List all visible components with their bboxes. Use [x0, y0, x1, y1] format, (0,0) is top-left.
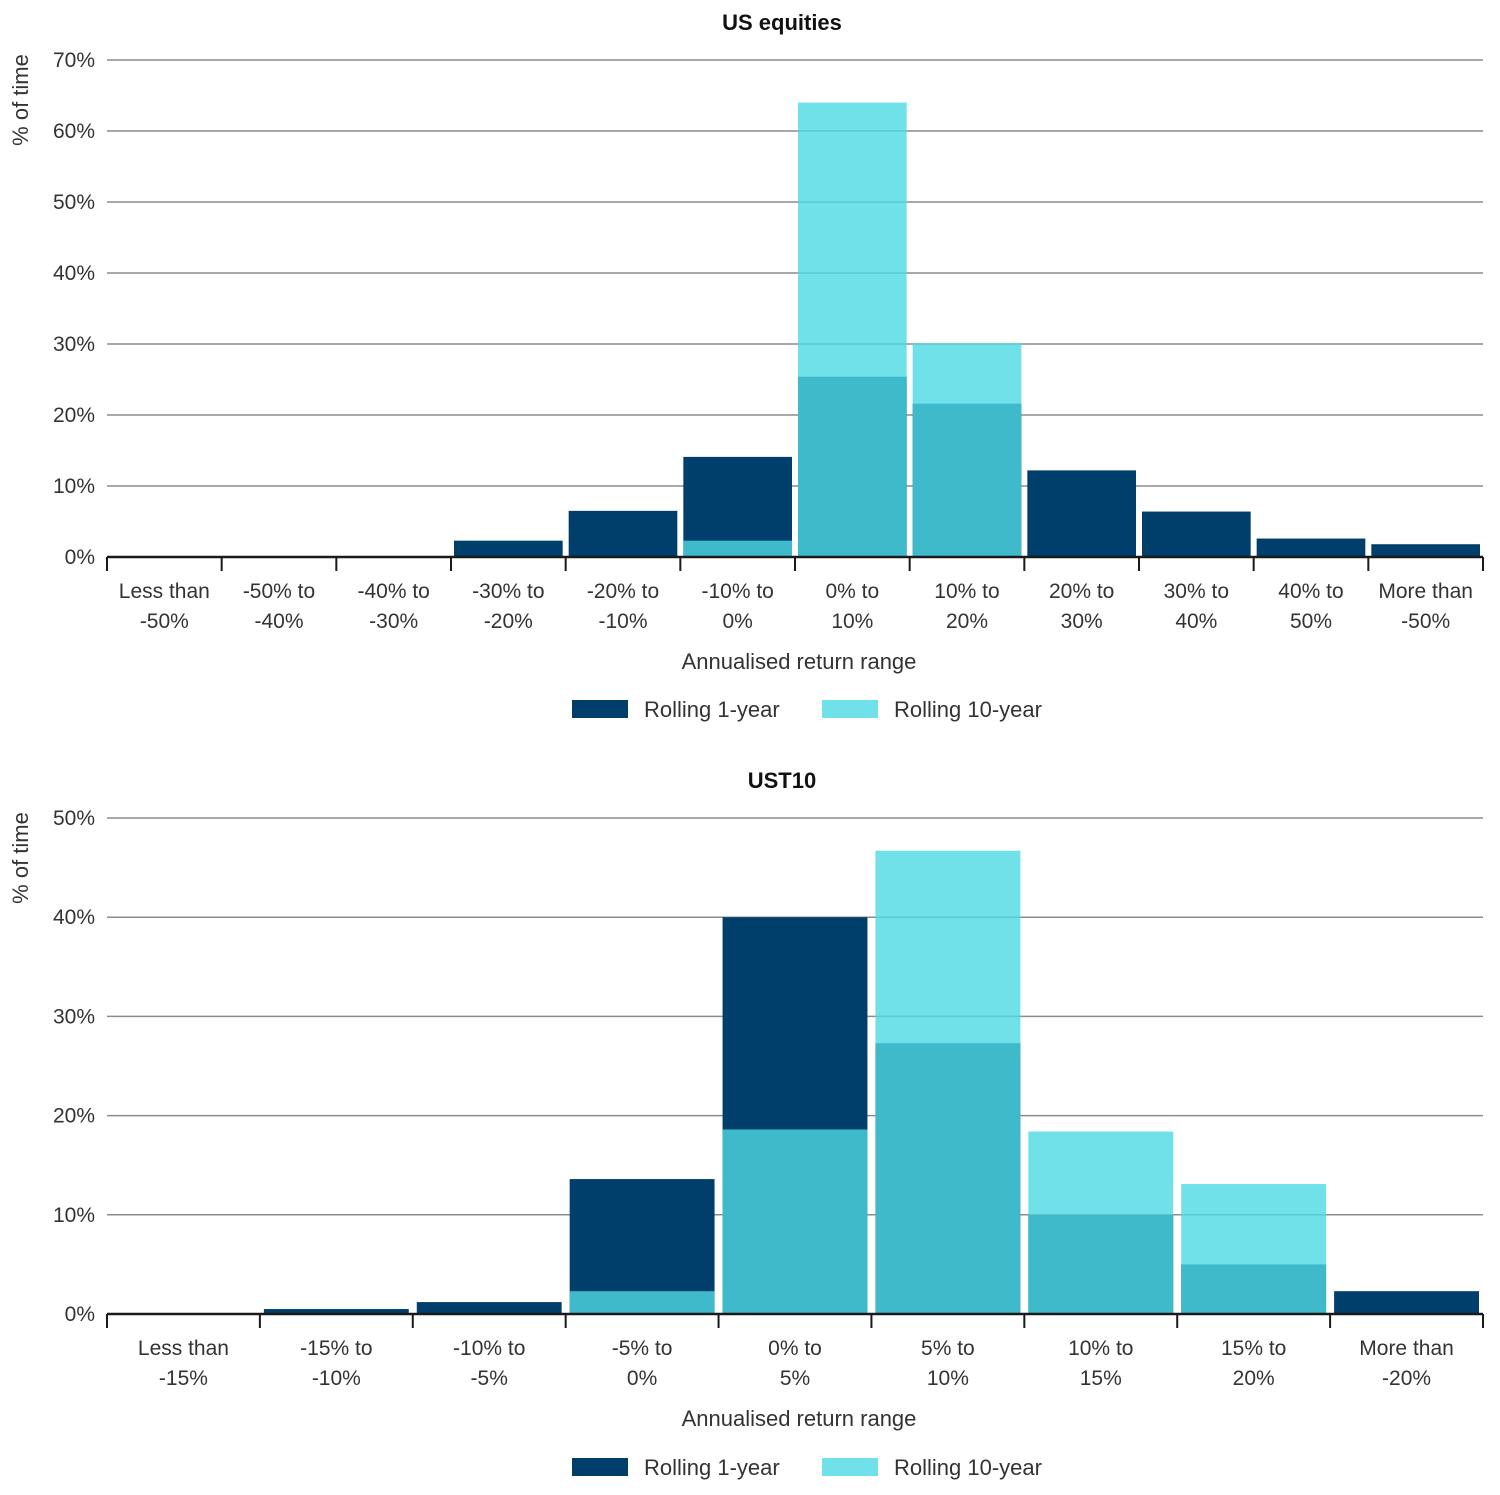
x-tick-label: -20% to — [587, 580, 659, 603]
legend-swatch-rolling-10-year — [822, 1458, 878, 1476]
x-tick-label: 20% — [1233, 1367, 1275, 1390]
x-tick-label: 20% to — [1049, 580, 1114, 603]
bar-rolling-10-year — [683, 540, 792, 557]
x-axis-title: Annualised return range — [682, 1406, 917, 1431]
y-tick-label: 50% — [53, 191, 95, 214]
y-tick-label: 60% — [53, 120, 95, 143]
y-tick-label: 30% — [53, 333, 95, 356]
chart-panel-1: US equities % of time 0% 10% 20% 30% 40% 50% 60%… — [8, 10, 1484, 722]
bar-rolling-1-year — [263, 1309, 409, 1314]
bar-rolling-1-year — [416, 1302, 562, 1314]
x-tick-label: 5% — [780, 1367, 810, 1390]
bar-rolling-10-year — [569, 1291, 715, 1314]
legend-label-rolling-1-year: Rolling 1-year — [644, 697, 780, 722]
x-tick-label: -50% — [140, 610, 189, 633]
x-tick-label: -10% to — [453, 1337, 525, 1360]
x-tick-label: -10% — [312, 1367, 361, 1390]
x-tick-label: -40% — [254, 610, 303, 633]
y-tick-label: 20% — [53, 1105, 95, 1128]
chart-title: US equities — [722, 10, 842, 35]
x-tick-label: 40% to — [1278, 580, 1343, 603]
x-tick-label: 10% to — [934, 580, 999, 603]
bar-rolling-1-year — [1334, 1291, 1479, 1314]
x-tick-label: 15% to — [1221, 1337, 1286, 1360]
legend-swatch-rolling-1-year — [572, 1458, 628, 1476]
x-tick-label: -15% to — [300, 1337, 372, 1360]
x-tick-label: 40% — [1175, 610, 1217, 633]
y-tick-label: 70% — [53, 49, 95, 72]
bar-rolling-10-year — [1028, 1131, 1174, 1314]
x-tick-label: More than — [1378, 580, 1473, 603]
y-axis-title: % of time — [8, 812, 33, 904]
x-tick-label: -30% to — [472, 580, 544, 603]
x-tick-label: 15% — [1080, 1367, 1122, 1390]
y-tick-label: 10% — [53, 1204, 95, 1227]
x-tick-label: -40% to — [357, 580, 429, 603]
bar-rolling-10-year — [722, 1129, 868, 1314]
x-tick-label: -20% — [1382, 1367, 1431, 1390]
x-tick-label: -10% — [598, 610, 647, 633]
x-tick-label: -30% — [369, 610, 418, 633]
chart-title: UST10 — [748, 768, 816, 793]
x-tick-label: 10% — [927, 1367, 969, 1390]
y-tick-label: 30% — [53, 1005, 95, 1028]
x-tick-label: More than — [1359, 1337, 1454, 1360]
legend: Rolling 1-year Rolling 10-year — [572, 1455, 1042, 1480]
x-tick-label: 10% — [831, 610, 873, 633]
x-tick-label: -5% — [471, 1367, 508, 1390]
x-tick-label: 0% to — [825, 580, 879, 603]
x-tick-label: 30% to — [1164, 580, 1229, 603]
x-tick-label: -5% to — [612, 1337, 673, 1360]
chart-panel-2: UST10 % of time 0% 10% 20% 30% 40% 50% Less than… — [8, 768, 1484, 1480]
y-tick-label: 40% — [53, 262, 95, 285]
x-tick-label: 0% to — [768, 1337, 822, 1360]
legend-label-rolling-10-year: Rolling 10-year — [894, 697, 1042, 722]
x-tick-label: 0% — [722, 610, 752, 633]
y-tick-label: 10% — [53, 475, 95, 498]
x-tick-label: Less than — [119, 580, 210, 603]
bar-rolling-10-year — [912, 343, 1022, 557]
bar-rolling-1-year — [568, 510, 678, 557]
bar-rolling-1-year — [454, 540, 563, 557]
x-tick-label: 5% to — [921, 1337, 975, 1360]
legend: Rolling 1-year Rolling 10-year — [572, 697, 1042, 722]
bar-rolling-1-year — [683, 456, 792, 557]
y-tick-label: 0% — [65, 1303, 95, 1326]
x-tick-label: 0% — [627, 1367, 657, 1390]
x-axis-title: Annualised return range — [682, 649, 917, 674]
y-tick-label: 20% — [53, 404, 95, 427]
legend-swatch-rolling-10-year — [822, 700, 878, 718]
x-tick-label: -50% to — [243, 580, 315, 603]
bar-rolling-1-year — [1027, 470, 1136, 557]
x-tick-label: 50% — [1290, 610, 1332, 633]
bar-rolling-10-year — [798, 102, 907, 557]
x-tick-label: 20% — [946, 610, 988, 633]
x-tick-label: 30% — [1061, 610, 1103, 633]
bar-rolling-10-year — [1181, 1184, 1327, 1314]
y-tick-label: 0% — [65, 546, 95, 569]
x-tick-label: -50% — [1401, 610, 1450, 633]
y-axis-title: % of time — [8, 54, 33, 146]
legend-label-rolling-1-year: Rolling 1-year — [644, 1455, 780, 1480]
x-tick-label: -20% — [484, 610, 533, 633]
y-tick-label: 40% — [53, 906, 95, 929]
bar-rolling-10-year — [875, 850, 1021, 1314]
legend-swatch-rolling-1-year — [572, 700, 628, 718]
x-tick-label: -10% to — [701, 580, 773, 603]
bar-rolling-1-year — [1256, 538, 1366, 557]
x-tick-label: Less than — [138, 1337, 229, 1360]
y-tick-label: 50% — [53, 807, 95, 830]
legend-label-rolling-10-year: Rolling 10-year — [894, 1455, 1042, 1480]
x-tick-label: 10% to — [1068, 1337, 1133, 1360]
bar-rolling-1-year — [1371, 544, 1480, 557]
x-tick-label: -15% — [159, 1367, 208, 1390]
bar-rolling-1-year — [1142, 511, 1251, 557]
